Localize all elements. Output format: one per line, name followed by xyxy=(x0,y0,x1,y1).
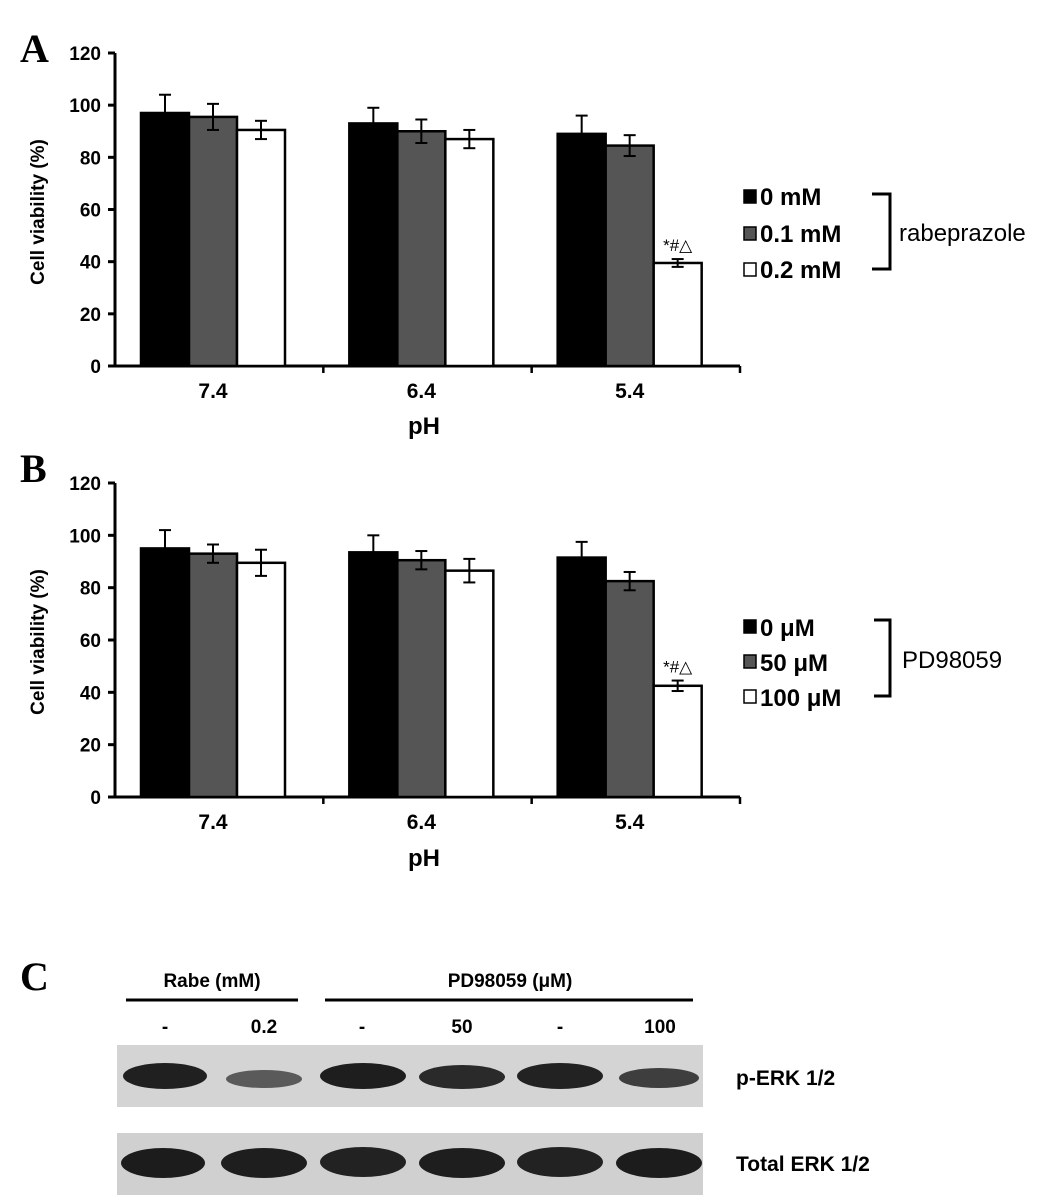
x-tick-label: 5.4 xyxy=(615,380,645,403)
band-perk-6 xyxy=(619,1068,699,1088)
chart-b-ylabel: Cell viability (%) xyxy=(28,569,49,715)
bar xyxy=(187,115,239,368)
panel-letter-a: A xyxy=(20,26,49,71)
bar xyxy=(348,551,399,799)
legend-b-label-0: 0 μM xyxy=(760,615,815,642)
western-blot: Rabe (mM) PD98059 (μM) - 0.2 - 50 - 100 … xyxy=(117,971,870,1195)
legend-b-label-1: 50 μM xyxy=(760,650,828,677)
y-tick-label: 40 xyxy=(80,253,101,274)
band-total-1 xyxy=(121,1148,205,1178)
y-tick-label: 0 xyxy=(90,357,101,378)
bar xyxy=(604,579,655,799)
blot-lane-6: 100 xyxy=(644,1017,676,1038)
y-tick-label: 100 xyxy=(69,526,101,547)
legend-b-label-2: 100 μM xyxy=(760,685,841,712)
chart-a-ylabel: Cell viability (%) xyxy=(28,139,49,285)
y-tick-label: 40 xyxy=(80,683,101,704)
chart-a-legend: 0 mM 0.1 mM 0.2 mM rabeprazole xyxy=(743,184,1026,284)
blot-row-total: Total ERK 1/2 xyxy=(736,1153,870,1176)
bar xyxy=(396,130,447,368)
band-total-5 xyxy=(517,1147,603,1177)
y-tick-label: 20 xyxy=(80,305,101,326)
bar xyxy=(348,122,399,368)
bar xyxy=(235,128,287,368)
band-perk-4 xyxy=(419,1065,505,1089)
y-tick-label: 60 xyxy=(80,631,101,652)
y-tick-label: 80 xyxy=(80,579,101,600)
bar xyxy=(604,144,655,368)
band-perk-1 xyxy=(123,1063,207,1089)
blot-row-perk: p-ERK 1/2 xyxy=(736,1067,835,1090)
legend-a-swatch-1 xyxy=(743,226,757,241)
bar xyxy=(444,137,495,368)
blot-lane-2: 0.2 xyxy=(251,1017,277,1038)
bar xyxy=(235,561,287,799)
significance-annotation: *#△ xyxy=(663,236,693,255)
blot-lane-3: - xyxy=(359,1017,365,1038)
blot-header-pd: PD98059 (μM) xyxy=(448,971,573,992)
band-total-3 xyxy=(320,1147,406,1177)
legend-b-swatch-1 xyxy=(743,654,757,669)
y-tick-label: 20 xyxy=(80,736,101,757)
panel-letter-b: B xyxy=(20,446,47,491)
bar xyxy=(139,111,191,368)
legend-b-swatch-2 xyxy=(743,689,757,704)
chart-b-legend: 0 μM 50 μM 100 μM PD98059 xyxy=(743,615,1002,712)
panel-letter-c: C xyxy=(20,954,49,999)
y-tick-label: 0 xyxy=(90,788,101,809)
x-tick-label: 7.4 xyxy=(198,811,228,834)
bar xyxy=(396,558,447,799)
band-perk-3 xyxy=(320,1063,406,1089)
legend-a-label-2: 0.2 mM xyxy=(760,257,841,284)
bar xyxy=(444,569,495,799)
band-perk-2 xyxy=(226,1070,302,1088)
chart-a-xlabel: pH xyxy=(408,413,440,440)
y-tick-label: 120 xyxy=(69,474,101,495)
x-tick-label: 6.4 xyxy=(407,380,437,403)
x-tick-label: 6.4 xyxy=(407,811,437,834)
legend-b-bracket xyxy=(874,618,892,698)
y-tick-label: 120 xyxy=(69,44,101,65)
chart-b: Cell viability (%) pH 0 μM 50 μM 100 μM … xyxy=(28,474,1002,872)
blot-strip-total-bg xyxy=(117,1133,703,1195)
blot-strip-perk-bg xyxy=(117,1045,703,1107)
legend-a-label-0: 0 mM xyxy=(760,184,821,211)
y-tick-label: 80 xyxy=(80,148,101,169)
legend-a-label-1: 0.1 mM xyxy=(760,221,841,248)
significance-annotation: *#△ xyxy=(663,658,693,677)
y-tick-label: 100 xyxy=(69,96,101,117)
blot-lane-1: - xyxy=(162,1017,168,1038)
blot-strip-perk xyxy=(117,1045,703,1107)
x-tick-label: 7.4 xyxy=(198,380,228,403)
bar xyxy=(652,261,703,368)
bar xyxy=(652,684,703,799)
y-tick-label: 60 xyxy=(80,201,101,222)
legend-b-swatch-0 xyxy=(743,619,757,634)
blot-header-rabe: Rabe (mM) xyxy=(163,971,260,992)
chart-a: Cell viability (%) pH 0 mM 0.1 mM 0.2 mM… xyxy=(28,44,1026,440)
bar xyxy=(556,556,607,799)
legend-a-group: rabeprazole xyxy=(899,220,1026,247)
legend-a-swatch-2 xyxy=(743,262,757,277)
blot-lane-4: 50 xyxy=(451,1017,472,1038)
band-total-6 xyxy=(616,1148,702,1178)
legend-a-bracket xyxy=(872,192,892,271)
legend-b-group: PD98059 xyxy=(902,647,1002,674)
blot-lane-5: - xyxy=(557,1017,563,1038)
bar xyxy=(139,547,191,799)
band-total-2 xyxy=(221,1148,307,1178)
blot-strip-total xyxy=(117,1133,703,1195)
band-perk-5 xyxy=(517,1063,603,1089)
legend-a-swatch-0 xyxy=(743,189,757,204)
x-tick-label: 5.4 xyxy=(615,811,645,834)
bar xyxy=(187,552,239,799)
bar xyxy=(556,132,607,368)
chart-b-xlabel: pH xyxy=(408,845,440,872)
band-total-4 xyxy=(419,1148,505,1178)
